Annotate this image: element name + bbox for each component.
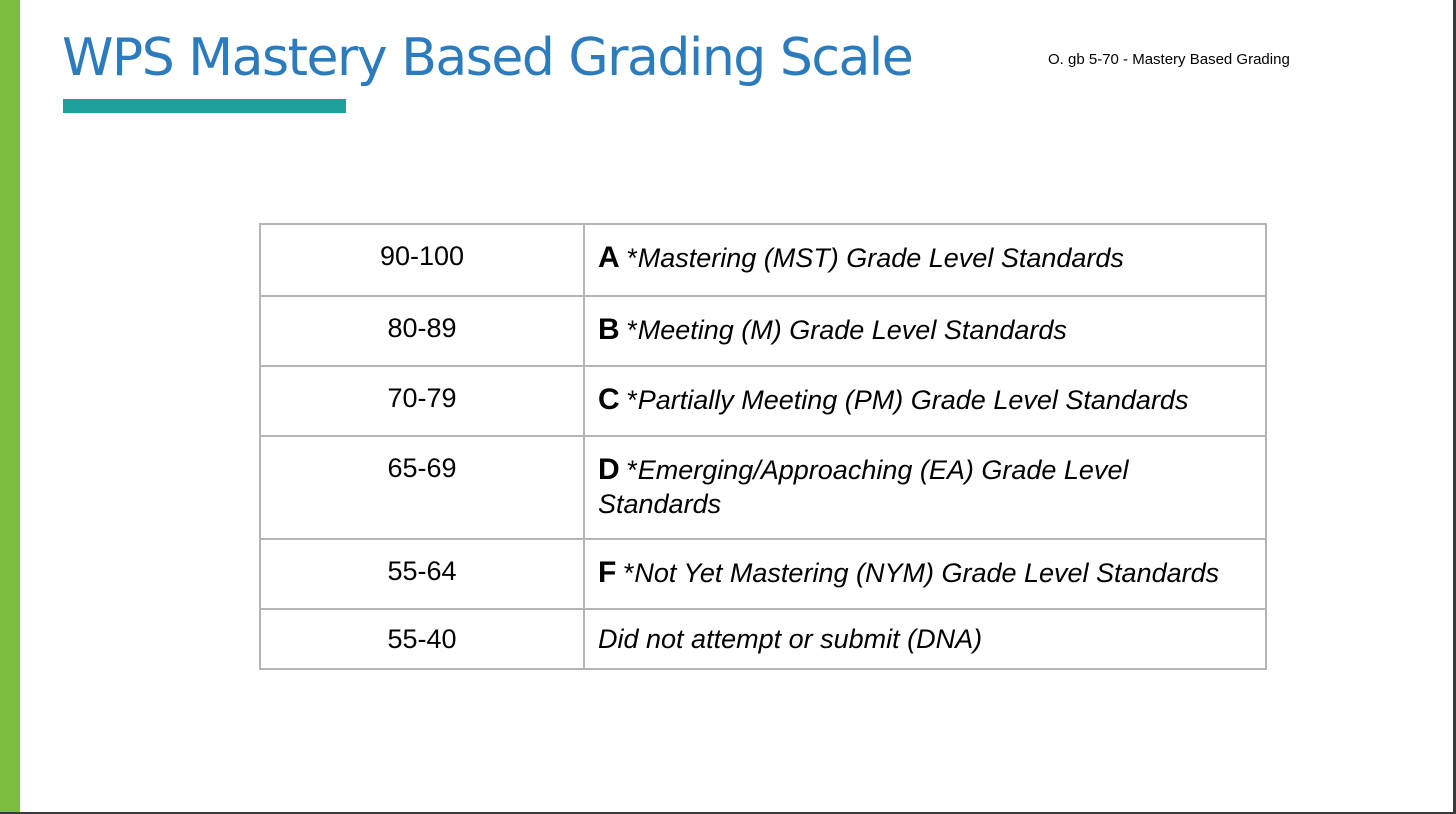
description-text: Emerging/Approaching (EA) Grade Level St… — [598, 455, 1129, 519]
grade-description: F *Not Yet Mastering (NYM) Grade Level S… — [583, 538, 1267, 610]
grade-marker: * — [627, 243, 638, 273]
grade-letter: F — [598, 556, 617, 589]
table-row: 55-64 F *Not Yet Mastering (NYM) Grade L… — [259, 538, 1267, 610]
score-range: 55-40 — [259, 608, 585, 670]
description-text: Not Yet Mastering (NYM) Grade Level Stan… — [634, 558, 1220, 588]
table-row: 90-100 A *Mastering (MST) Grade Level St… — [259, 223, 1267, 297]
grade-marker: * — [627, 315, 638, 345]
grade-description: B *Meeting (M) Grade Level Standards — [583, 295, 1267, 367]
description-text: Did not attempt or submit (DNA) — [598, 624, 983, 654]
grade-description: Did not attempt or submit (DNA) — [583, 608, 1267, 670]
left-accent-bar — [0, 0, 20, 814]
grade-description: A *Mastering (MST) Grade Level Standards — [583, 223, 1267, 297]
description-text: Mastering (MST) Grade Level Standards — [637, 243, 1124, 273]
grade-marker: * — [627, 385, 638, 415]
grade-marker: * — [623, 558, 635, 588]
table-row: 65-69 D *Emerging/Approaching (EA) Grade… — [259, 435, 1267, 540]
score-range: 65-69 — [259, 435, 585, 540]
grade-marker: * — [627, 455, 638, 485]
grade-description: D *Emerging/Approaching (EA) Grade Level… — [583, 435, 1267, 540]
right-border — [1453, 0, 1456, 814]
description-text: Meeting (M) Grade Level Standards — [637, 315, 1067, 345]
title-underline — [63, 99, 346, 113]
bottom-border — [0, 812, 1456, 814]
table-row: 55-40 Did not attempt or submit (DNA) — [259, 608, 1267, 670]
page-title: WPS Mastery Based Grading Scale — [62, 28, 914, 88]
score-range: 70-79 — [259, 365, 585, 437]
grading-scale-table: 90-100 A *Mastering (MST) Grade Level St… — [259, 223, 1267, 670]
grade-letter: D — [598, 453, 620, 486]
table-row: 70-79 C *Partially Meeting (PM) Grade Le… — [259, 365, 1267, 437]
grade-description: C *Partially Meeting (PM) Grade Level St… — [583, 365, 1267, 437]
grade-letter: A — [598, 241, 620, 274]
policy-reference: O. gb 5-70 - Mastery Based Grading — [1048, 51, 1290, 68]
score-range: 90-100 — [259, 223, 585, 297]
table-row: 80-89 B *Meeting (M) Grade Level Standar… — [259, 295, 1267, 367]
score-range: 80-89 — [259, 295, 585, 367]
description-text: Partially Meeting (PM) Grade Level Stand… — [637, 385, 1189, 415]
grade-letter: B — [598, 313, 620, 346]
grade-letter: C — [598, 383, 620, 416]
score-range: 55-64 — [259, 538, 585, 610]
